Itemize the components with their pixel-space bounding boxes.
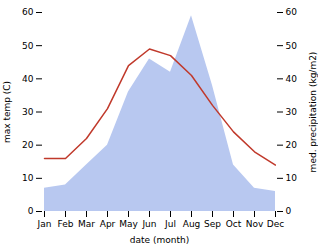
svg-text:10: 10 [22,173,34,183]
svg-text:50: 50 [286,41,298,51]
svg-text:max temp (C): max temp (C) [2,81,12,143]
svg-text:Sep: Sep [204,219,221,229]
svg-text:40: 40 [22,74,34,84]
svg-text:med. precipitation (kg/m2): med. precipitation (kg/m2) [308,52,318,173]
svg-text:10: 10 [286,173,298,183]
svg-text:Jun: Jun [141,219,156,229]
svg-text:30: 30 [286,107,298,117]
svg-text:50: 50 [22,41,34,51]
svg-text:date (month): date (month) [130,235,189,245]
svg-text:Aug: Aug [183,219,201,229]
svg-text:Dec: Dec [267,219,284,229]
svg-text:May: May [119,219,138,229]
svg-text:20: 20 [286,140,298,150]
svg-text:60: 60 [22,7,34,17]
svg-text:Feb: Feb [58,219,74,229]
svg-text:Jan: Jan [37,219,52,229]
svg-text:0: 0 [28,206,34,216]
svg-text:40: 40 [286,74,298,84]
svg-text:Mar: Mar [78,219,95,229]
svg-text:60: 60 [286,7,298,17]
svg-text:Oct: Oct [226,219,242,229]
svg-text:Jul: Jul [164,219,176,229]
svg-text:Apr: Apr [100,219,116,229]
svg-text:30: 30 [22,107,34,117]
svg-text:0: 0 [286,206,292,216]
svg-text:Nov: Nov [246,219,264,229]
svg-text:20: 20 [22,140,34,150]
